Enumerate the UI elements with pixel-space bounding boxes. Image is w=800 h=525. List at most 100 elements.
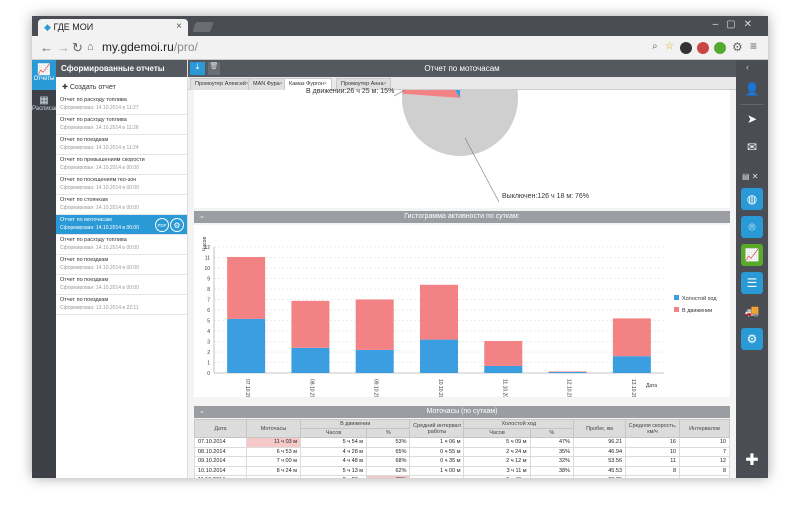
report-list-item[interactable]: Отчет по посещениям гео-зон Сформирован: …: [56, 175, 187, 195]
avg-speed-cell: 16: [625, 437, 680, 448]
map-pin-icon[interactable]: ⌾: [741, 216, 763, 238]
extension-icon[interactable]: [680, 42, 692, 54]
star-icon[interactable]: ☆: [665, 41, 674, 52]
report-list-item[interactable]: Отчет по расходу топлива Сформирован: 14.…: [56, 95, 187, 115]
user-icon[interactable]: 👤: [741, 78, 763, 100]
report-list-item[interactable]: Отчет по моточасам Сформирован: 14.10.201…: [56, 215, 187, 235]
close-tab-icon[interactable]: ×: [383, 81, 387, 87]
report-list-item[interactable]: Отчет по поездкам Сформирован: 14.10.2014…: [56, 135, 187, 155]
report-list-item[interactable]: Отчет по превышениям скорости Сформирован…: [56, 155, 187, 175]
x-tick-label: 08.10.2014: [308, 379, 314, 397]
back-icon[interactable]: ←: [40, 40, 53, 55]
pdf-button[interactable]: PDF: [155, 218, 169, 232]
report-date: Сформирован: 14.10.2014 в 00:00: [60, 285, 139, 291]
date-cell: 11.10.2014: [194, 475, 247, 478]
idle-hours-cell: 2 ч 24 м: [463, 446, 531, 457]
y-tick-label: 9: [207, 277, 210, 283]
report-list-item[interactable]: Отчет по поездкам Сформирован: 13.10.2014…: [56, 295, 187, 315]
report-list: Отчет по расходу топлива Сформирован: 14.…: [56, 95, 187, 315]
y-tick-label: 0: [207, 371, 210, 377]
avg-interval-cell: 0 ч 55 м: [409, 446, 465, 457]
close-tab-icon[interactable]: ×: [176, 21, 182, 32]
y-tick-label: 12: [204, 245, 210, 251]
navigation-icon[interactable]: ➤: [741, 108, 763, 130]
mail-icon[interactable]: ✉: [741, 136, 763, 158]
pie-label-moving: В движении:26 ч 25 м: 15%: [306, 88, 395, 95]
menu-icon[interactable]: ≡: [750, 39, 758, 53]
avg-speed-cell: [625, 475, 680, 478]
avg-interval-cell: 1 ч 00 м: [409, 465, 465, 476]
gear-icon[interactable]: ⚙: [170, 218, 184, 232]
report-list-item[interactable]: Отчет по стоянкам Сформирован: 14.10.2014…: [56, 195, 187, 215]
document-icon[interactable]: ☰: [741, 272, 763, 294]
report-date: Сформирован: 14.10.2014 в 11:27: [60, 105, 139, 111]
object-tab[interactable]: Камаз Фургон×: [284, 78, 332, 90]
add-button[interactable]: ✚: [741, 450, 763, 472]
report-list-item[interactable]: Отчет по поездкам Сформирован: 14.10.2014…: [56, 275, 187, 295]
report-list-item[interactable]: Отчет по расходу топлива Сформирован: 14.…: [56, 235, 187, 255]
rail-item-reports[interactable]: 📈 Отчеты: [32, 60, 56, 90]
url-host: my.gdemoi.ru: [102, 40, 174, 54]
chart-icon[interactable]: 📈: [741, 244, 763, 266]
delete-button[interactable]: 🗑: [208, 62, 220, 75]
report-date: Сформирован: 14.10.2014 в 11:26: [60, 125, 139, 131]
histogram-header[interactable]: ⌄ Гистограмма активности по суткам:: [194, 211, 730, 223]
extension-icon[interactable]: [697, 42, 709, 54]
col-idle-hours: Часов: [463, 428, 531, 438]
moving-hours-cell: 5 ч 13 м: [299, 465, 368, 476]
download-button[interactable]: ⤓: [190, 62, 205, 75]
avg-interval-cell: 1 ч 06 м: [409, 437, 465, 448]
create-report-button[interactable]: ✚ Создать отчет: [56, 77, 187, 95]
new-tab-button[interactable]: [192, 22, 214, 32]
report-title: Отчет по поездкам: [60, 137, 109, 143]
report-date: Сформирован: 14.10.2014 в 00:00: [60, 265, 139, 271]
extension-icon[interactable]: [714, 42, 726, 54]
bar-moving: [548, 371, 587, 372]
y-tick-label: 3: [207, 340, 210, 346]
chevron-down-icon[interactable]: ⌄: [199, 408, 205, 415]
gears-icon[interactable]: ⚙: [741, 328, 763, 350]
object-tab-label: Промоутер Анна: [341, 81, 384, 87]
col-mileage: Пробег, км: [573, 419, 626, 438]
object-tab[interactable]: Промоутер Алексей×: [190, 78, 254, 90]
create-report-label: Создать отчет: [69, 84, 116, 91]
browser-tab[interactable]: ◆ ГДЕ МОИ ×: [38, 19, 188, 36]
close-tab-icon[interactable]: ×: [246, 81, 249, 87]
object-tab-label: MAN Фура: [253, 81, 280, 87]
date-cell: 07.10.2014: [194, 437, 247, 448]
chevron-down-icon[interactable]: ⌄: [199, 213, 205, 220]
close-tab-icon[interactable]: ×: [324, 81, 327, 87]
report-list-item[interactable]: Отчет по расходу топлива Сформирован: 14.…: [56, 115, 187, 135]
table-header[interactable]: ⌄ Моточасы (по суткам): [194, 406, 730, 418]
globe-icon[interactable]: ◍: [741, 188, 763, 210]
app: 📈 Отчеты ▦ Расписания Сформированные отч…: [32, 39, 768, 478]
chevron-left-icon[interactable]: ‹: [746, 62, 749, 72]
moving-pct-cell: 68%: [366, 456, 411, 467]
object-tab[interactable]: Промоутер Анна×: [336, 78, 392, 90]
date-cell: 09.10.2014: [194, 456, 247, 467]
y-tick-label: 2: [207, 350, 210, 356]
report-list-item[interactable]: Отчет по поездкам Сформирован: 14.10.2014…: [56, 255, 187, 275]
reload-icon[interactable]: ↻: [72, 40, 83, 55]
bar-idle: [355, 349, 394, 373]
search-icon[interactable]: ⌕: [652, 41, 658, 52]
idle-hours-cell: 5 ч 09 м: [463, 437, 531, 448]
x-tick-label: 11.10.2014: [501, 379, 507, 397]
avg-interval-cell: 0 ч 35 м: [409, 456, 465, 467]
bar-idle: [227, 318, 266, 373]
gear-icon[interactable]: ⚙: [732, 40, 743, 54]
url-field[interactable]: my.gdemoi.ru/pro/: [102, 40, 198, 54]
rail-item-schedules[interactable]: ▦ Расписания: [32, 92, 65, 120]
window-controls[interactable]: –▢✕: [712, 19, 760, 30]
motohours-cell: 7 ч 00 м: [246, 456, 301, 467]
forward-icon[interactable]: →: [57, 40, 70, 55]
legend-swatch: [674, 295, 679, 300]
x-tick-label: 12.10.2014: [566, 379, 572, 397]
close-tab-icon[interactable]: ×: [279, 81, 283, 87]
report-date: Сформирован: 14.10.2014 в 00:00: [60, 205, 139, 211]
truck-icon[interactable]: 🚚: [741, 300, 763, 322]
idle-hours-cell: 2 ч 12 м: [463, 456, 531, 467]
object-tab[interactable]: MAN Фура×: [248, 78, 288, 90]
layout-icon[interactable]: ▤ ✕: [742, 172, 759, 181]
home-icon[interactable]: ⌂: [87, 41, 94, 53]
